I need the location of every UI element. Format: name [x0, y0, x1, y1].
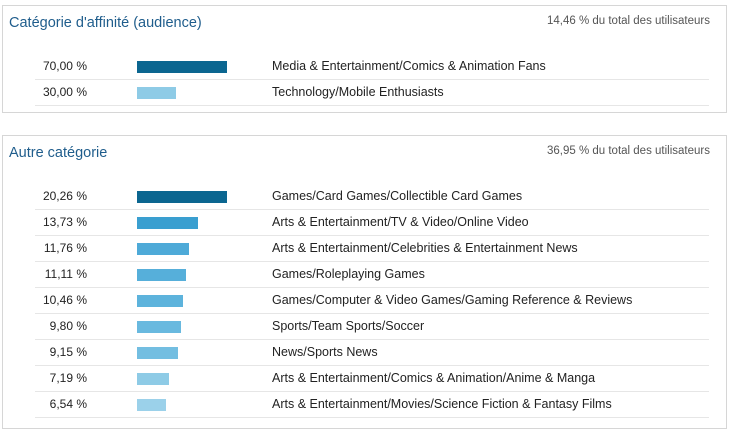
bar-track	[137, 217, 227, 229]
category-list: 20,26 % Games/Card Games/Collectible Card…	[3, 184, 726, 418]
percentage-value: 10,46 %	[42, 293, 87, 307]
list-item[interactable]: 10,46 % Games/Computer & Video Games/Gami…	[3, 288, 726, 314]
bar-track	[137, 87, 227, 99]
category-list: 70,00 % Media & Entertainment/Comics & An…	[3, 54, 726, 106]
list-item[interactable]: 13,73 % Arts & Entertainment/TV & Video/O…	[3, 210, 726, 236]
percentage-bar	[137, 269, 187, 281]
category-label: Technology/Mobile Enthusiasts	[272, 85, 444, 99]
percentage-value: 9,15 %	[49, 345, 87, 359]
bar-track	[137, 243, 227, 255]
affinity-category-panel: Catégorie d'affinité (audience) 14,46 % …	[2, 5, 727, 113]
bar-track	[137, 399, 227, 411]
bar-track	[137, 347, 227, 359]
list-item[interactable]: 11,11 % Games/Roleplaying Games	[3, 262, 726, 288]
list-item[interactable]: 20,26 % Games/Card Games/Collectible Card…	[3, 184, 726, 210]
bar-track	[137, 61, 227, 73]
percentage-bar	[137, 217, 198, 229]
percentage-bar	[137, 191, 227, 203]
category-label: Games/Card Games/Collectible Card Games	[272, 189, 523, 203]
category-label: Arts & Entertainment/Movies/Science Fict…	[272, 397, 612, 411]
percentage-bar	[137, 321, 181, 333]
other-category-panel: Autre catégorie 36,95 % du total des uti…	[2, 135, 727, 429]
percentage-value: 70,00 %	[42, 59, 87, 73]
percentage-bar	[137, 347, 178, 359]
percentage-value: 11,11 %	[44, 267, 87, 281]
list-item[interactable]: 7,19 % Arts & Entertainment/Comics & Anim…	[3, 366, 726, 392]
percentage-bar	[137, 243, 190, 255]
percentage-value: 9,80 %	[49, 319, 87, 333]
panel-title: Autre catégorie	[9, 145, 108, 161]
percentage-value: 6,54 %	[49, 397, 87, 411]
list-item[interactable]: 9,80 % Sports/Team Sports/Soccer	[3, 314, 726, 340]
category-label: Arts & Entertainment/TV & Video/Online V…	[272, 215, 529, 229]
category-label: Media & Entertainment/Comics & Animation…	[272, 59, 546, 73]
list-item[interactable]: 11,76 % Arts & Entertainment/Celebrities …	[3, 236, 726, 262]
percentage-value: 20,26 %	[42, 189, 87, 203]
category-label: Games/Roleplaying Games	[272, 267, 425, 281]
category-label: Arts & Entertainment/Comics & Animation/…	[272, 371, 596, 385]
category-label: Games/Computer & Video Games/Gaming Refe…	[272, 293, 633, 307]
percentage-value: 30,00 %	[42, 85, 87, 99]
list-item[interactable]: 6,54 % Arts & Entertainment/Movies/Scienc…	[3, 392, 726, 418]
percentage-bar	[137, 61, 227, 73]
bar-track	[137, 191, 227, 203]
panel-total-users: 14,46 % du total des utilisateurs	[546, 15, 710, 27]
list-item[interactable]: 30,00 % Technology/Mobile Enthusiasts	[3, 80, 726, 106]
percentage-bar	[137, 399, 167, 411]
percentage-bar	[137, 373, 169, 385]
bar-track	[137, 321, 227, 333]
percentage-value: 11,76 %	[43, 241, 87, 255]
bar-track	[137, 295, 227, 307]
list-item[interactable]: 70,00 % Media & Entertainment/Comics & An…	[3, 54, 726, 80]
percentage-value: 13,73 %	[42, 215, 87, 229]
category-label: News/Sports News	[272, 345, 378, 359]
list-item[interactable]: 9,15 % News/Sports News	[3, 340, 726, 366]
percentage-bar	[137, 87, 176, 99]
panel-title: Catégorie d'affinité (audience)	[9, 15, 202, 31]
panel-total-users: 36,95 % du total des utilisateurs	[546, 145, 710, 157]
category-label: Sports/Team Sports/Soccer	[272, 319, 425, 333]
bar-track	[137, 269, 227, 281]
bar-track	[137, 373, 227, 385]
percentage-bar	[137, 295, 184, 307]
percentage-value: 7,19 %	[49, 371, 87, 385]
category-label: Arts & Entertainment/Celebrities & Enter…	[272, 241, 578, 255]
